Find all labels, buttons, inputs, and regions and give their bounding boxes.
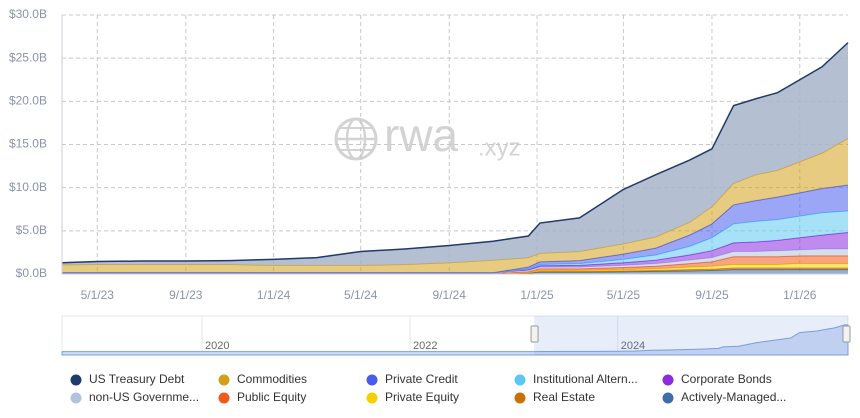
x-tick-label: 1/1/24 (257, 288, 291, 302)
legend-label: Private Credit (385, 372, 458, 386)
legend-label: Institutional Altern... (533, 372, 638, 386)
navigator-window (534, 316, 848, 355)
legend-item[interactable]: Commodities (218, 372, 308, 386)
x-tick-label: 1/1/25 (520, 288, 554, 302)
legend-item[interactable]: Real Estate (514, 390, 596, 404)
legend-label: Commodities (237, 372, 307, 386)
x-tick-label: 5/1/24 (344, 288, 378, 302)
y-tick-label: $10.0B (9, 180, 47, 194)
y-tick-label: $15.0B (9, 137, 47, 151)
legend-swatch (218, 392, 230, 404)
area (62, 267, 848, 274)
legend-item[interactable]: US Treasury Debt (70, 372, 186, 386)
navigator-handle (530, 325, 539, 343)
legend-swatch (70, 392, 82, 404)
legend-label: US Treasury Debt (89, 372, 185, 386)
legend-label: Actively-Managed... (681, 390, 786, 404)
navigator-label: 2024 (621, 340, 645, 352)
x-tick-label: 1/1/26 (783, 288, 817, 302)
navigator-label: 2022 (413, 340, 437, 352)
navigator-handle (842, 325, 851, 343)
legend: US Treasury Debt Commodities Private Credi… (70, 372, 787, 404)
legend-swatch (366, 374, 378, 386)
legend-label: Corporate Bonds (681, 372, 772, 386)
watermark: rwa .xyz (334, 109, 521, 161)
area (62, 138, 848, 273)
legend-swatch (70, 374, 82, 386)
area (62, 232, 848, 273)
watermark-main: rwa (384, 109, 459, 161)
watermark-suffix: .xyz (478, 134, 521, 161)
y-tick-label: $25.0B (9, 50, 47, 64)
y-tick-label: $20.0B (9, 94, 47, 108)
x-tick-label: 9/1/23 (169, 288, 203, 302)
legend-item[interactable]: Institutional Altern... (514, 372, 638, 386)
legend-label: non-US Governme... (89, 390, 199, 404)
x-tick-label: 5/1/23 (81, 288, 115, 302)
navigator-area (61, 324, 849, 356)
legend-swatch (662, 392, 674, 404)
legend-swatch (662, 374, 674, 386)
x-tick-label: 9/1/24 (433, 288, 467, 302)
area (62, 210, 848, 273)
legend-swatch (366, 392, 378, 404)
area (62, 255, 848, 274)
legend-label: Public Equity (237, 390, 306, 404)
legend-swatch (218, 374, 230, 386)
legend-label: Private Equity (385, 390, 459, 404)
x-tick-label: 5/1/25 (607, 288, 641, 302)
area (62, 269, 848, 274)
legend-item[interactable]: Corporate Bonds (662, 372, 772, 386)
legend-item[interactable]: non-US Governme... (70, 390, 200, 404)
x-tick-label: 9/1/25 (695, 288, 729, 302)
legend-item[interactable]: Private Credit (366, 372, 459, 386)
legend-item[interactable]: Actively-Managed... (662, 390, 787, 404)
area (62, 42, 848, 266)
area (62, 185, 848, 273)
navigator-label: 2020 (205, 340, 229, 352)
legend-item[interactable]: Private Equity (366, 390, 460, 404)
y-tick-label: $30.0B (9, 7, 47, 21)
y-tick-label: $0.0B (16, 266, 47, 280)
legend-swatch (514, 392, 526, 404)
legend-item[interactable]: Public Equity (218, 390, 307, 404)
area-line (61, 42, 849, 264)
legend-swatch (514, 374, 526, 386)
legend-label: Real Estate (533, 390, 595, 404)
y-tick-label: $5.0B (16, 223, 47, 237)
